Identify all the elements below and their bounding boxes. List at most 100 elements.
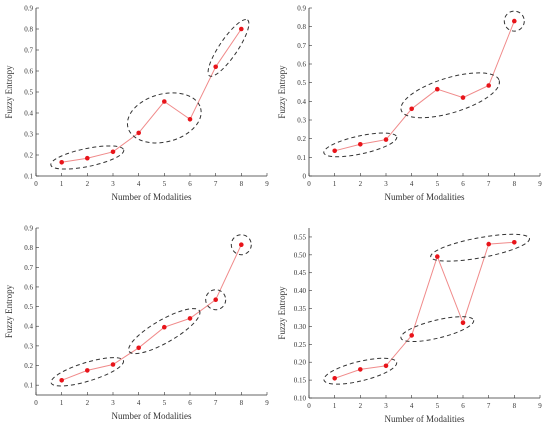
y-tick-label: 0.4 — [24, 323, 33, 331]
data-point — [111, 362, 116, 367]
y-tick-label: 0.10 — [294, 395, 307, 403]
x-tick-label: 0 — [307, 180, 311, 188]
x-tick-label: 9 — [265, 180, 269, 188]
y-tick-label: 0.7 — [24, 47, 33, 55]
x-tick-label: 2 — [86, 399, 90, 407]
data-point — [486, 83, 491, 88]
y-tick-label: 0.7 — [297, 42, 306, 50]
data-point — [59, 378, 64, 383]
y-tick-label: 0.5 — [24, 89, 33, 97]
x-axis-title: Number of Modalities — [385, 192, 465, 202]
y-tick-label: 0.8 — [24, 26, 33, 34]
y-tick-label: 0.6 — [24, 283, 33, 291]
y-axis-title: Fuzzy Entropy — [4, 65, 14, 119]
x-tick-label: 6 — [461, 402, 465, 410]
y-tick-label: 0.55 — [294, 233, 307, 241]
y-tick-label: 0.8 — [297, 23, 306, 31]
y-tick-label: 0.20 — [294, 359, 307, 367]
y-tick-label: 0.3 — [24, 131, 33, 139]
x-tick-label: 7 — [487, 402, 491, 410]
cluster-ellipse — [399, 311, 476, 346]
y-tick-label: 0.2 — [24, 152, 33, 160]
y-tick-label: 0.9 — [24, 5, 33, 13]
data-point — [188, 316, 193, 321]
y-tick-label: 0.2 — [297, 135, 306, 143]
x-tick-label: 8 — [240, 399, 244, 407]
data-point — [435, 254, 440, 259]
x-tick-label: 6 — [188, 399, 192, 407]
series-line — [62, 29, 242, 162]
y-tick-label: 0.9 — [24, 225, 33, 233]
y-tick-label: 0.4 — [24, 110, 33, 118]
data-point — [213, 65, 218, 70]
data-point — [85, 156, 90, 161]
data-point — [358, 367, 363, 372]
y-tick-label: 0.45 — [294, 269, 307, 277]
y-tick-label: 0.1 — [24, 173, 33, 181]
data-point — [332, 149, 337, 154]
y-axis-title: Fuzzy Entropy — [277, 65, 287, 119]
cluster-ellipse — [122, 85, 207, 151]
data-point — [162, 99, 167, 104]
cluster-ellipse — [396, 64, 504, 127]
data-point — [358, 142, 363, 147]
data-point — [486, 242, 491, 247]
data-point — [461, 95, 466, 100]
x-tick-label: 9 — [538, 180, 542, 188]
chart-top-right: 0 1 2 3 4 5 6 7 8 900.10.20.30.40.50.60.70.80.9Nu… — [277, 5, 542, 203]
data-point — [213, 297, 218, 302]
x-tick-label: 9 — [538, 402, 542, 410]
x-tick-label: 1 — [60, 399, 64, 407]
data-point — [435, 87, 440, 92]
cluster-ellipse — [123, 301, 205, 361]
x-tick-label: 7 — [214, 180, 218, 188]
data-point — [239, 242, 244, 247]
data-point — [136, 131, 141, 136]
y-tick-label: 0.40 — [294, 287, 307, 295]
chart-bottom-left: 0 1 2 3 4 5 6 7 8 9 0.1 0.2 0.3 0.4 0.5 0.6 0.7 0.8 0.9 Num… — [4, 225, 269, 422]
y-tick-label: 0.2 — [24, 362, 33, 370]
data-point — [409, 333, 414, 338]
x-tick-label: 3 — [384, 402, 388, 410]
y-axis-title: Fuzzy Entropy — [277, 286, 287, 340]
data-point — [512, 19, 517, 24]
x-tick-label: 4 — [410, 180, 414, 188]
x-tick-label: 1 — [333, 402, 337, 410]
x-tick-label: 3 — [111, 180, 115, 188]
series-line — [62, 245, 242, 381]
y-tick-label: 0.8 — [24, 244, 33, 252]
data-point — [384, 137, 389, 142]
x-tick-label: 0 — [307, 402, 311, 410]
data-point — [512, 240, 517, 245]
y-axis-title: Fuzzy Entropy — [4, 284, 14, 338]
x-tick-label: 0 — [34, 399, 38, 407]
x-tick-label: 8 — [240, 180, 244, 188]
chart-top-left: 0 1 2 3 4 5 6 7 8 9 0.1 0.2 0.3 0.4 0.5 0.6 0.7 0.8 0.9 Num… — [4, 5, 269, 203]
x-tick-label: 0 — [34, 180, 38, 188]
x-tick-label: 4 — [410, 402, 414, 410]
x-tick-label: 2 — [86, 180, 90, 188]
x-tick-label: 6 — [461, 180, 465, 188]
x-tick-label: 2 — [359, 180, 363, 188]
y-tick-label: 0 — [303, 173, 307, 181]
data-point — [188, 117, 193, 122]
x-tick-label: 5 — [436, 402, 440, 410]
y-tick-label: 0.35 — [294, 305, 307, 313]
data-point — [332, 376, 337, 381]
x-tick-label: 7 — [214, 399, 218, 407]
data-point — [461, 321, 466, 326]
x-axis-title: Number of Modalities — [112, 192, 192, 202]
x-tick-label: 8 — [513, 402, 517, 410]
x-tick-label: 1 — [60, 180, 64, 188]
chart-bottom-right: 0 1 2 3 4 5 6 7 8 9 0.10 0.15 0.20 0.25 0.30 0.35 0.40 0.… — [277, 228, 542, 424]
x-tick-label: 5 — [163, 180, 167, 188]
y-tick-label: 0.15 — [294, 377, 307, 385]
data-point — [162, 325, 167, 330]
data-point — [409, 107, 414, 112]
y-tick-label: 0.1 — [297, 154, 306, 162]
y-tick-label: 0.3 — [24, 342, 33, 350]
y-tick-label: 0.4 — [297, 98, 306, 106]
data-point — [136, 346, 141, 351]
data-point — [85, 368, 90, 373]
